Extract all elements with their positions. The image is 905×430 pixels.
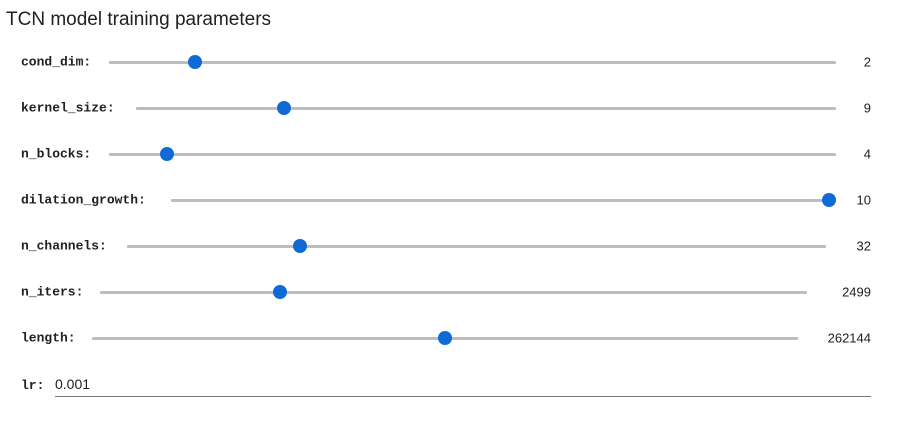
slider-value: 262144: [827, 330, 871, 346]
slider-thumb[interactable]: [293, 239, 308, 253]
slider-value: 9: [863, 100, 871, 116]
slider-track[interactable]: [136, 106, 836, 110]
slider-thumb[interactable]: [822, 193, 836, 207]
slider-track[interactable]: [100, 290, 807, 294]
slider-thumb[interactable]: [273, 285, 288, 299]
slider-row-kernel-size: kernel_size: 9: [21, 96, 871, 120]
slider-thumb[interactable]: [187, 55, 202, 69]
slider-label: n_channels:: [21, 238, 107, 254]
slider-value: 4: [863, 146, 871, 162]
lr-label: lr:: [21, 378, 45, 393]
slider-thumb[interactable]: [277, 101, 292, 115]
slider-label: cond_dim:: [21, 54, 92, 70]
slider-value: 10: [856, 192, 871, 208]
slider-row-length: length: 262144: [21, 326, 871, 350]
slider-row-n-iters: n_iters: 2499: [21, 280, 871, 304]
slider-label: n_iters:: [21, 284, 84, 300]
slider-label: n_blocks:: [21, 146, 92, 162]
lr-input[interactable]: [55, 372, 871, 397]
slider-thumb[interactable]: [438, 331, 452, 345]
slider-track[interactable]: [171, 198, 829, 202]
page-title: TCN model training parameters: [6, 9, 272, 30]
slider-row-n-blocks: n_blocks: 4: [21, 142, 871, 166]
slider-label: dilation_growth:: [21, 192, 146, 208]
slider-track[interactable]: [127, 244, 826, 248]
slider-label: length:: [21, 330, 76, 346]
slider-value: 2499: [842, 284, 871, 300]
lr-row: lr:: [21, 372, 871, 398]
slider-value: 32: [856, 238, 871, 254]
slider-label: kernel_size:: [21, 100, 115, 116]
slider-track[interactable]: [109, 60, 836, 64]
slider-track[interactable]: [109, 152, 836, 156]
slider-row-dilation-growth: dilation_growth: 10: [21, 188, 871, 212]
slider-thumb[interactable]: [160, 147, 175, 161]
slider-row-n-channels: n_channels: 32: [21, 234, 871, 258]
slider-value: 2: [863, 54, 871, 70]
slider-row-cond-dim: cond_dim: 2: [21, 50, 871, 74]
